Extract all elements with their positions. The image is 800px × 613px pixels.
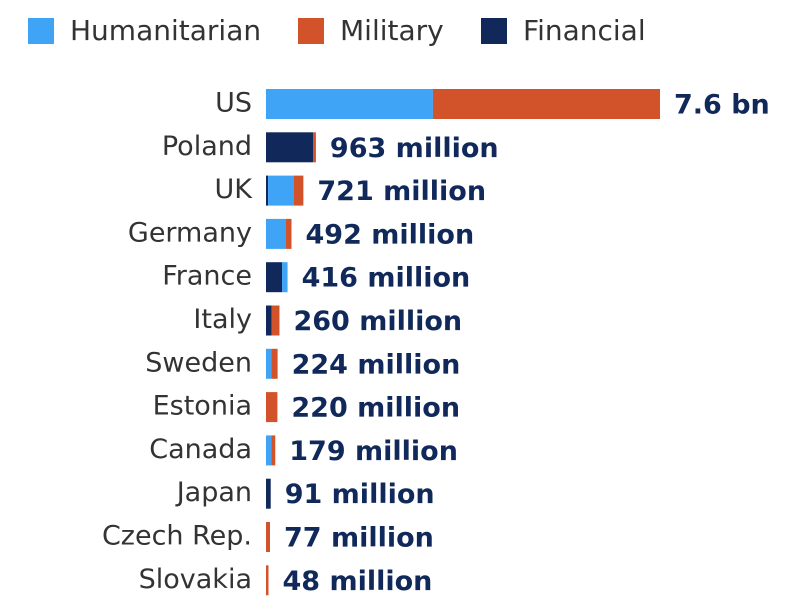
category-label: Japan [175,477,252,508]
bar-segment [266,435,272,466]
bar-segment [266,132,314,163]
bar-segment [268,175,294,206]
legend-label: Financial [523,14,646,47]
category-label: Italy [193,304,252,335]
category-label: Estonia [153,391,252,422]
total-label: 220 million [291,393,460,424]
total-label: 224 million [292,349,461,380]
bar-segment [266,565,269,596]
bar-segment [271,435,276,466]
total-label: 7.6 bn [674,90,770,121]
category-label: US [215,88,252,119]
total-label: 963 million [330,133,499,164]
total-label: 492 million [306,219,475,250]
total-label: 260 million [293,306,462,337]
legend-swatch [298,18,324,44]
category-label: Czech Rep. [102,521,252,552]
bar-segment [313,132,316,163]
bar-segment [432,89,660,119]
bar-segment [293,175,304,206]
bar-segment [282,262,288,293]
bar-segment [266,89,433,119]
category-label: France [162,261,252,292]
bar-segment [266,522,270,552]
bar-segment [266,175,269,206]
total-label: 416 million [302,263,471,294]
category-label: Sweden [145,347,252,378]
bar-segment [266,478,271,509]
bar-segment [286,218,292,249]
category-label: Canada [149,434,252,465]
total-label: 48 million [282,566,432,597]
bar-segment [266,262,283,293]
total-label: 91 million [285,479,435,510]
category-label: Poland [162,131,252,162]
category-label: Slovakia [139,564,252,595]
total-label: 179 million [289,436,458,467]
bar-segment [266,218,287,249]
category-label: UK [215,174,254,205]
bar-segment [266,305,272,336]
category-label: Germany [128,217,252,248]
bar-segment [266,348,272,379]
legend-swatch [28,18,54,44]
bar-segment [271,305,280,336]
total-label: 77 million [284,523,434,554]
legend-label: Humanitarian [70,14,261,47]
legend-swatch [481,18,507,44]
total-label: 721 million [317,176,486,207]
legend-label: Military [340,14,444,47]
bar-segment [271,348,278,379]
bar-segment [266,392,278,423]
